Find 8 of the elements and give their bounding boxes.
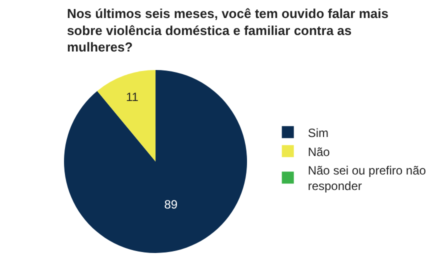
- legend-label: Sim: [308, 126, 329, 140]
- pie-slice: [64, 70, 247, 253]
- pie-slice: [97, 70, 156, 162]
- legend-label: Não: [308, 144, 330, 159]
- data-label: 89: [164, 198, 178, 212]
- data-label: 11: [126, 90, 139, 104]
- chart-title: Nos últimos seis meses, você tem ouvido falar mais sobre violência doméstica e familiar contra as mulheres?: [66, 6, 388, 55]
- legend-label: Não sei ou prefiro não responder: [308, 164, 426, 194]
